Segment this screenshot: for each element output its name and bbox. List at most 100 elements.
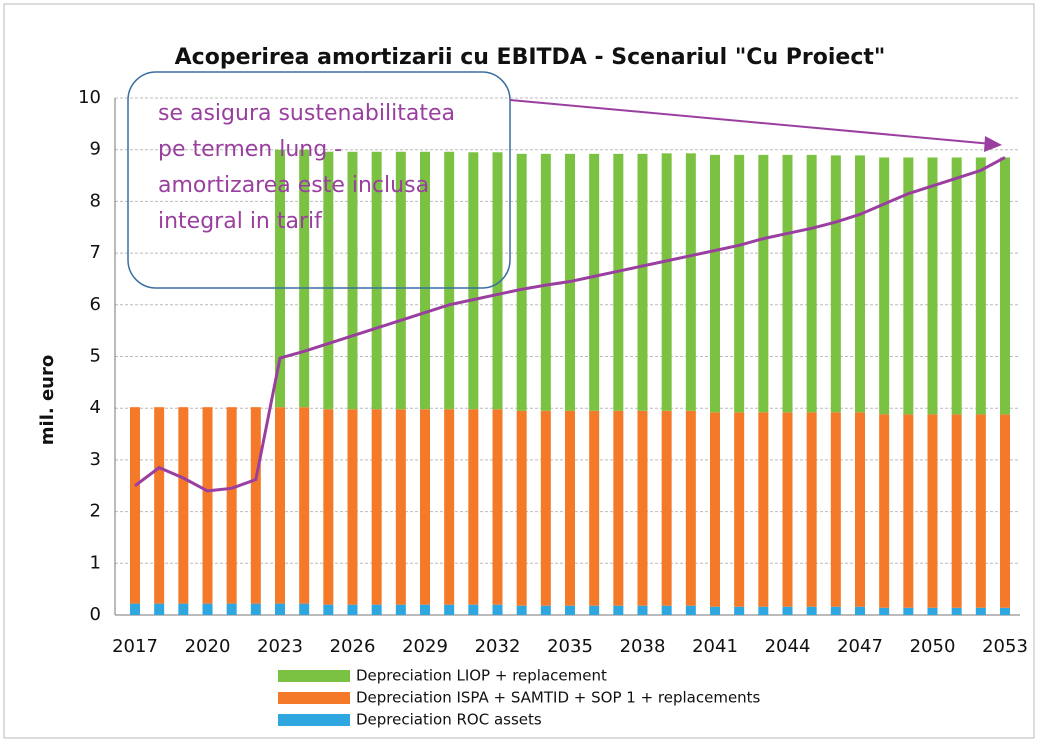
bar-segment	[516, 410, 527, 606]
bar-segment	[589, 153, 600, 411]
bar-segment	[685, 153, 696, 411]
bar-segment	[710, 606, 720, 615]
bar-segment	[226, 603, 237, 615]
bar-segment	[734, 154, 745, 413]
bar-segment	[540, 605, 551, 615]
bar-segment	[347, 409, 358, 605]
bar-segment	[178, 603, 189, 615]
bar-segment	[275, 603, 285, 615]
bar-segment	[685, 410, 696, 606]
bar-segment	[589, 605, 600, 615]
legend-label: Depreciation ISPA + SAMTID + SOP 1 + rep…	[356, 689, 761, 707]
bar-segment	[879, 414, 890, 608]
bar-segment	[951, 157, 962, 415]
arrow-head	[984, 136, 1002, 152]
legend-swatch	[278, 692, 350, 704]
legend-swatch	[278, 670, 350, 682]
bar-segment	[516, 605, 527, 615]
bar-segment	[420, 604, 430, 615]
bar-segment	[371, 151, 382, 410]
bar-segment	[855, 412, 865, 607]
bar-segment	[758, 606, 769, 615]
annotation-text: amortizarea este inclusa	[158, 173, 429, 198]
bar-segment	[275, 407, 285, 604]
x-tick-label: 2050	[910, 636, 956, 657]
bar-segment	[178, 407, 189, 604]
annotation-box	[127, 71, 511, 289]
bar-segment	[468, 409, 479, 605]
bar-segment	[347, 151, 358, 410]
bar-segment	[202, 603, 213, 615]
bar-segment	[685, 605, 696, 615]
bar-segment	[806, 606, 817, 615]
bar-segment	[661, 410, 672, 606]
bar-segment	[540, 410, 551, 606]
bar-segment	[637, 605, 648, 615]
y-tick-label: 6	[90, 294, 101, 315]
bar-segment	[637, 153, 648, 411]
bar-segment	[782, 606, 793, 615]
bar-segment	[130, 603, 140, 615]
x-tick-label: 2026	[330, 636, 376, 657]
bar-segment	[323, 409, 334, 605]
bar-segment	[130, 407, 140, 604]
line-series	[134, 156, 1006, 493]
bar-segment	[250, 603, 261, 615]
bar-segment	[830, 606, 841, 615]
y-tick-label: 2	[90, 501, 101, 522]
bar-segment	[395, 604, 406, 615]
bar-segment	[395, 409, 406, 605]
legend-label: Depreciation ROC assets	[356, 711, 542, 729]
bar-segment	[951, 607, 962, 615]
bar-segment	[855, 606, 865, 615]
bar-segment	[154, 603, 165, 615]
y-tick-label: 8	[90, 190, 101, 211]
bar-segment	[927, 607, 938, 615]
bar-segment	[516, 153, 527, 411]
y-tick-label: 3	[90, 449, 101, 470]
bar-segment	[855, 155, 865, 413]
y-tick-label: 9	[90, 139, 101, 160]
bar-segment	[444, 409, 455, 605]
bar-segment	[1000, 414, 1010, 608]
bar-segment	[444, 604, 455, 615]
y-tick-label: 7	[90, 242, 101, 263]
y-tick-label: 5	[90, 346, 101, 367]
bar-segment	[589, 410, 600, 606]
bar-segment	[710, 412, 720, 607]
bar-segment	[661, 153, 672, 411]
bar-segment	[613, 605, 624, 615]
y-tick-label: 0	[90, 604, 101, 625]
annotation-text: integral in tarif	[158, 209, 323, 234]
bar-segment	[637, 410, 648, 606]
x-tick-label: 2017	[112, 636, 158, 657]
bar-segment	[299, 603, 310, 615]
bar-segment	[323, 604, 334, 615]
bar-segment	[613, 410, 624, 606]
bar-segment	[468, 152, 479, 410]
x-tick-label: 2029	[402, 636, 448, 657]
bar-segment	[444, 151, 455, 410]
bar-segment	[395, 151, 406, 410]
legend-label: Depreciation LIOP + replacement	[356, 667, 607, 685]
x-tick-label: 2023	[257, 636, 303, 657]
bar-segment	[492, 409, 503, 605]
bar-segment	[734, 412, 745, 607]
y-tick-label: 4	[90, 397, 101, 418]
annotation-text: pe termen lung -	[158, 137, 342, 162]
bar-segment	[830, 155, 841, 413]
bar-segment	[830, 412, 841, 607]
x-tick-label: 2032	[475, 636, 521, 657]
bar-segment	[1000, 157, 1010, 415]
x-tick-label: 2047	[837, 636, 883, 657]
y-axis-label: mil. euro	[37, 355, 58, 445]
bar-segment	[226, 407, 237, 604]
bar-segment	[275, 149, 285, 408]
x-tick-label: 2044	[765, 636, 811, 657]
bar-segment	[202, 407, 213, 604]
bar-segment	[371, 409, 382, 605]
bar-segment	[420, 409, 430, 605]
bar-segment	[734, 606, 745, 615]
bar-segment	[903, 414, 914, 608]
